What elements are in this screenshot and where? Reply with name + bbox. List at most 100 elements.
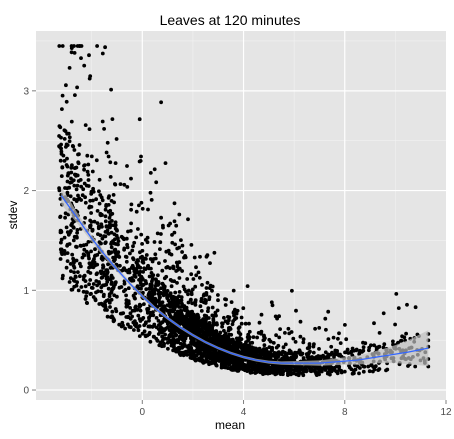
data-point [126,269,131,273]
data-point [245,284,250,288]
data-point [180,250,185,254]
data-point [76,179,81,183]
data-point [57,188,62,193]
data-point [317,347,321,351]
data-point [240,364,245,369]
data-point [190,323,195,328]
data-point [92,219,97,224]
data-point [72,166,77,171]
y-axis-ticks: 0 1 2 3 [23,86,36,397]
data-point [137,334,142,338]
data-point [147,330,152,335]
data-point [177,276,182,280]
data-point [159,215,164,220]
data-point [67,66,72,70]
data-point [95,253,100,257]
data-point [352,348,356,353]
data-point [222,315,226,320]
data-point [102,273,107,278]
data-point [113,223,118,228]
data-point [124,304,129,309]
data-point [70,287,75,292]
data-point [106,154,111,159]
data-point [167,333,172,338]
data-point [196,270,201,275]
data-point [361,369,366,374]
data-point [59,146,63,151]
data-point [95,271,99,276]
data-point [119,285,124,289]
data-point [385,367,390,372]
data-point [81,274,86,279]
data-point [68,194,73,199]
data-point [283,350,287,355]
data-point [223,338,228,342]
data-point [65,230,70,235]
data-point [396,306,401,310]
data-point [273,367,278,372]
data-point [75,85,79,90]
data-point [97,177,102,182]
data-point [106,231,111,236]
data-point [324,327,328,332]
data-point [85,153,90,158]
data-point [85,301,89,305]
data-point [128,311,133,316]
data-point [171,264,176,269]
data-point [128,306,133,310]
data-point [372,343,376,348]
data-point [156,299,161,304]
data-point [131,257,136,262]
data-point [174,302,178,306]
data-point [84,294,89,298]
data-point [258,352,263,357]
data-point [198,304,203,309]
data-point [232,340,237,345]
data-point [201,331,206,335]
data-point [169,284,174,289]
x-tick-label: 8 [342,407,348,418]
data-point [137,117,142,122]
data-point [106,209,111,214]
data-point [307,342,312,346]
data-point [58,257,63,261]
data-point [83,284,88,289]
data-point [140,206,145,211]
data-point [259,329,264,334]
data-point [189,292,194,297]
data-point [65,259,70,263]
data-point [74,244,78,249]
data-point [94,158,99,163]
data-point [274,371,279,376]
data-point [69,50,74,55]
data-point [189,328,194,333]
data-point [77,143,82,147]
data-point [394,292,399,296]
data-point [62,249,67,253]
data-point [146,263,151,268]
data-point [291,336,296,341]
data-point [108,160,113,165]
data-point [185,308,189,313]
data-point [252,353,257,358]
data-point [290,288,294,293]
data-point [200,359,205,364]
data-point [243,321,248,326]
data-point [93,297,98,301]
data-point [156,281,161,285]
data-point [110,117,115,121]
data-point [337,365,342,369]
data-point [59,240,63,245]
data-point [144,287,149,292]
data-point [226,362,231,367]
data-point [79,184,84,189]
data-point [197,349,202,353]
data-point [143,279,148,284]
data-point [367,345,372,350]
data-point [86,162,91,167]
data-point [69,170,74,175]
data-point [89,154,94,159]
data-point [112,293,117,298]
data-point [72,270,76,275]
data-point [83,297,88,301]
